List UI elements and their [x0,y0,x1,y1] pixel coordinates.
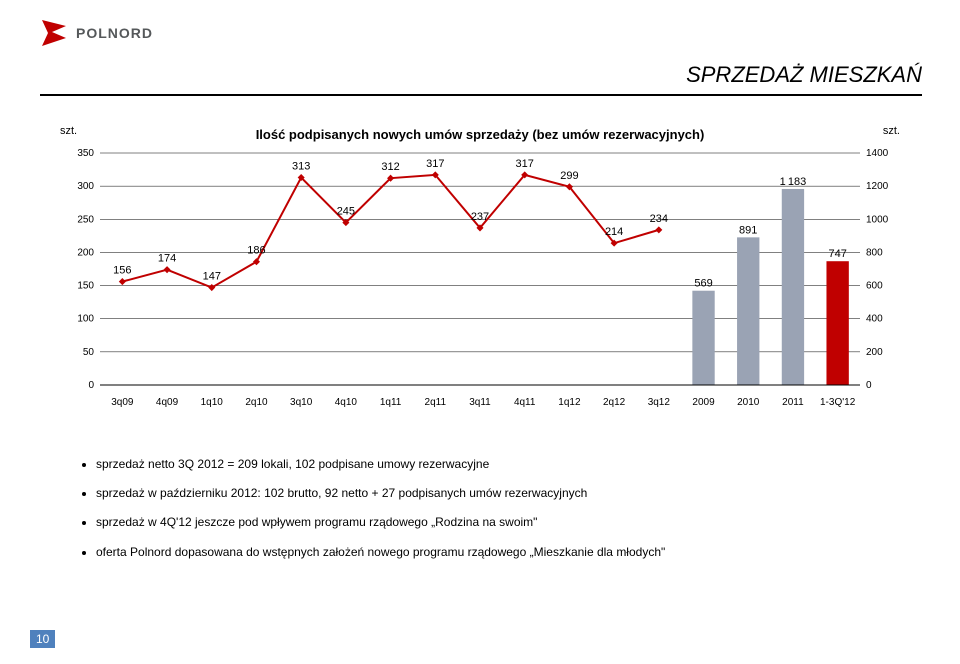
svg-text:3q09: 3q09 [111,397,134,408]
svg-text:2011: 2011 [782,397,804,408]
svg-text:400: 400 [866,314,883,325]
note-item: sprzedaż w październiku 2012: 102 brutto… [96,484,900,503]
svg-text:1200: 1200 [866,181,889,192]
svg-text:3q12: 3q12 [648,397,671,408]
svg-text:234: 234 [650,213,668,225]
svg-text:186: 186 [247,245,265,257]
svg-text:Ilość podpisanych nowych umów: Ilość podpisanych nowych umów sprzedaży … [256,127,705,142]
svg-text:214: 214 [605,226,623,238]
svg-text:245: 245 [337,206,355,218]
chart-svg: Ilość podpisanych nowych umów sprzedaży … [60,125,900,415]
svg-text:600: 600 [866,281,883,292]
svg-text:147: 147 [203,271,221,283]
svg-text:4q10: 4q10 [335,397,358,408]
svg-text:174: 174 [158,253,176,265]
svg-text:156: 156 [113,265,131,277]
svg-text:891: 891 [739,224,757,236]
svg-text:1000: 1000 [866,214,889,225]
svg-text:317: 317 [426,158,444,170]
svg-text:2009: 2009 [692,397,715,408]
svg-text:1q12: 1q12 [558,397,581,408]
svg-text:50: 50 [83,347,95,358]
note-item: sprzedaż w 4Q'12 jeszcze pod wpływem pro… [96,513,900,532]
svg-text:3q11: 3q11 [469,397,491,408]
svg-text:1 183: 1 183 [780,176,807,188]
svg-text:150: 150 [77,281,94,292]
svg-text:1400: 1400 [866,148,889,159]
logo-mark-icon [40,18,70,48]
note-item: oferta Polnord dopasowana do wstępnych z… [96,543,900,562]
svg-text:2010: 2010 [737,397,760,408]
svg-text:250: 250 [77,214,94,225]
right-axis-unit: szt. [883,125,900,137]
svg-text:200: 200 [77,247,94,258]
svg-text:312: 312 [381,161,399,173]
svg-text:0: 0 [88,380,94,391]
svg-text:4q11: 4q11 [514,397,536,408]
svg-text:200: 200 [866,347,883,358]
page-title: SPRZEDAŻ MIESZKAŃ [686,62,922,88]
svg-text:747: 747 [828,248,846,260]
svg-text:237: 237 [471,211,489,223]
left-axis-unit: szt. [60,125,77,137]
slide: POLNORD SPRZEDAŻ MIESZKAŃ szt. szt. Iloś… [0,0,960,664]
svg-text:299: 299 [560,170,578,182]
svg-text:2q12: 2q12 [603,397,626,408]
svg-text:4q09: 4q09 [156,397,179,408]
svg-text:1q10: 1q10 [201,397,224,408]
svg-text:569: 569 [694,278,712,290]
svg-text:100: 100 [77,314,94,325]
svg-text:350: 350 [77,148,94,159]
svg-text:313: 313 [292,161,310,173]
svg-text:317: 317 [516,158,534,170]
notes: sprzedaż netto 3Q 2012 = 209 lokali, 102… [80,445,900,572]
svg-text:800: 800 [866,247,883,258]
logo: POLNORD [40,18,153,48]
svg-text:2q10: 2q10 [245,397,268,408]
svg-text:1q11: 1q11 [380,397,402,408]
logo-text: POLNORD [76,25,153,41]
svg-text:0: 0 [866,380,872,391]
svg-text:1-3Q'12: 1-3Q'12 [820,397,856,408]
chart: szt. szt. Ilość podpisanych nowych umów … [60,125,900,415]
title-underline [40,94,922,96]
svg-text:300: 300 [77,181,94,192]
note-item: sprzedaż netto 3Q 2012 = 209 lokali, 102… [96,455,900,474]
svg-text:3q10: 3q10 [290,397,313,408]
svg-text:2q11: 2q11 [425,397,447,408]
page-number: 10 [30,630,55,648]
